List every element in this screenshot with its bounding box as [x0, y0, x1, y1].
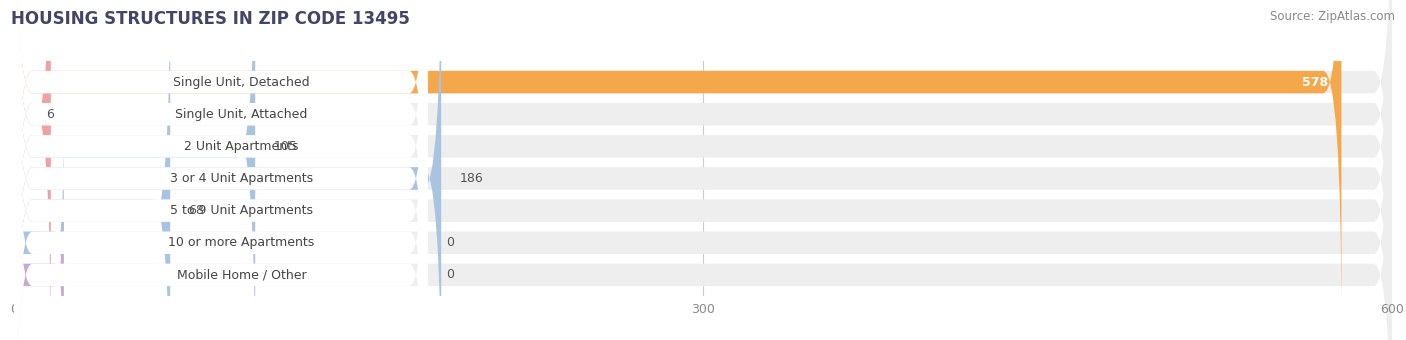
FancyBboxPatch shape — [14, 158, 63, 340]
FancyBboxPatch shape — [14, 0, 256, 340]
Text: Single Unit, Attached: Single Unit, Attached — [176, 108, 308, 121]
Text: 186: 186 — [460, 172, 484, 185]
Text: HOUSING STRUCTURES IN ZIP CODE 13495: HOUSING STRUCTURES IN ZIP CODE 13495 — [11, 10, 411, 28]
Text: Single Unit, Detached: Single Unit, Detached — [173, 75, 309, 89]
Text: 2 Unit Apartments: 2 Unit Apartments — [184, 140, 298, 153]
Text: Source: ZipAtlas.com: Source: ZipAtlas.com — [1270, 10, 1395, 23]
FancyBboxPatch shape — [14, 0, 427, 340]
FancyBboxPatch shape — [14, 0, 427, 340]
FancyBboxPatch shape — [14, 29, 427, 340]
FancyBboxPatch shape — [14, 125, 63, 340]
FancyBboxPatch shape — [14, 0, 1392, 340]
FancyBboxPatch shape — [14, 0, 1392, 340]
Text: Mobile Home / Other: Mobile Home / Other — [177, 268, 307, 282]
Text: 5 to 9 Unit Apartments: 5 to 9 Unit Apartments — [170, 204, 314, 217]
FancyBboxPatch shape — [14, 0, 441, 340]
FancyBboxPatch shape — [14, 0, 427, 328]
Text: 578: 578 — [1302, 75, 1327, 89]
FancyBboxPatch shape — [14, 0, 427, 340]
FancyBboxPatch shape — [14, 0, 427, 340]
FancyBboxPatch shape — [14, 0, 427, 340]
Text: 0: 0 — [446, 268, 454, 282]
FancyBboxPatch shape — [14, 29, 1392, 340]
FancyBboxPatch shape — [14, 0, 1341, 328]
FancyBboxPatch shape — [14, 0, 1392, 328]
FancyBboxPatch shape — [14, 0, 170, 340]
Text: 10 or more Apartments: 10 or more Apartments — [169, 236, 315, 249]
FancyBboxPatch shape — [14, 0, 1392, 340]
Text: 3 or 4 Unit Apartments: 3 or 4 Unit Apartments — [170, 172, 314, 185]
FancyBboxPatch shape — [14, 0, 1392, 340]
Text: 0: 0 — [446, 236, 454, 249]
FancyBboxPatch shape — [14, 0, 51, 340]
Text: 68: 68 — [188, 204, 204, 217]
FancyBboxPatch shape — [14, 0, 1392, 340]
Text: 6: 6 — [46, 108, 53, 121]
Text: 105: 105 — [274, 140, 298, 153]
